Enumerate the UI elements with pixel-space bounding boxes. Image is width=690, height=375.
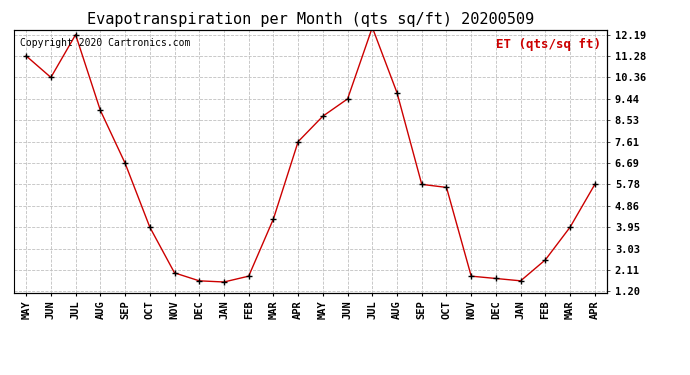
- Title: Evapotranspiration per Month (qts sq/ft) 20200509: Evapotranspiration per Month (qts sq/ft)…: [87, 12, 534, 27]
- Text: Copyright 2020 Cartronics.com: Copyright 2020 Cartronics.com: [20, 38, 190, 48]
- Text: ET (qts/sq ft): ET (qts/sq ft): [496, 38, 601, 51]
